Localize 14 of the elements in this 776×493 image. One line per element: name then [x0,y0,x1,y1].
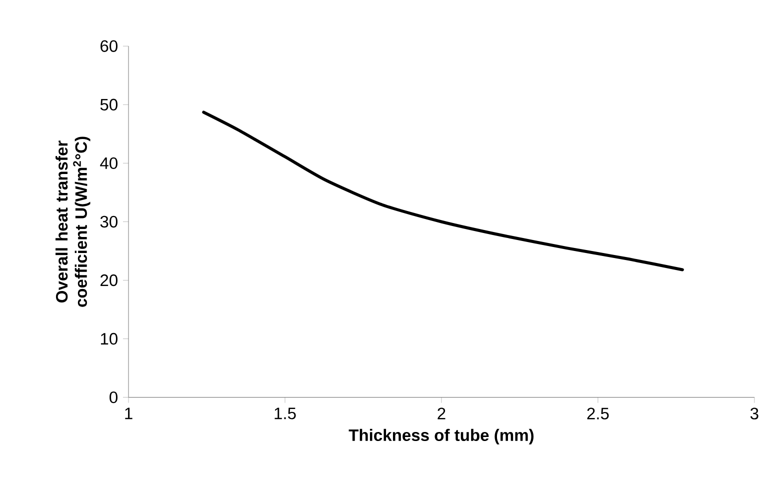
x-tick-label: 1 [125,407,132,419]
y-tick-label: 20 [100,274,118,286]
y-tick-label: 60 [100,40,118,52]
y-tick-label: 0 [110,391,118,403]
y-tick-label: 10 [100,332,118,344]
y-tick-label: 30 [100,216,118,228]
x-tick-label: 1.5 [274,407,296,420]
x-tick-label: 3 [750,407,758,420]
y-tick-label: 40 [100,157,118,169]
y-tick-label: 50 [100,98,118,110]
x-axis-title: Thickness of tube (mm) [348,428,534,444]
x-tick-label: 2.5 [587,407,609,420]
x-tick-label: 2 [438,407,446,420]
line-series [202,110,684,272]
